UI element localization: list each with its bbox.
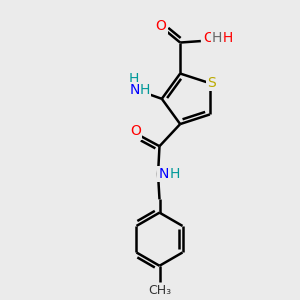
- Text: OH: OH: [212, 31, 233, 45]
- Text: O: O: [203, 31, 214, 45]
- Text: N: N: [158, 167, 169, 181]
- Text: S: S: [207, 76, 216, 90]
- Text: N: N: [130, 83, 140, 97]
- Text: H: H: [129, 72, 139, 86]
- Text: H: H: [170, 167, 180, 181]
- Text: H: H: [212, 31, 222, 45]
- Text: O: O: [155, 19, 167, 33]
- Text: H: H: [140, 83, 150, 97]
- Text: CH₃: CH₃: [148, 284, 171, 297]
- Text: O: O: [130, 124, 141, 139]
